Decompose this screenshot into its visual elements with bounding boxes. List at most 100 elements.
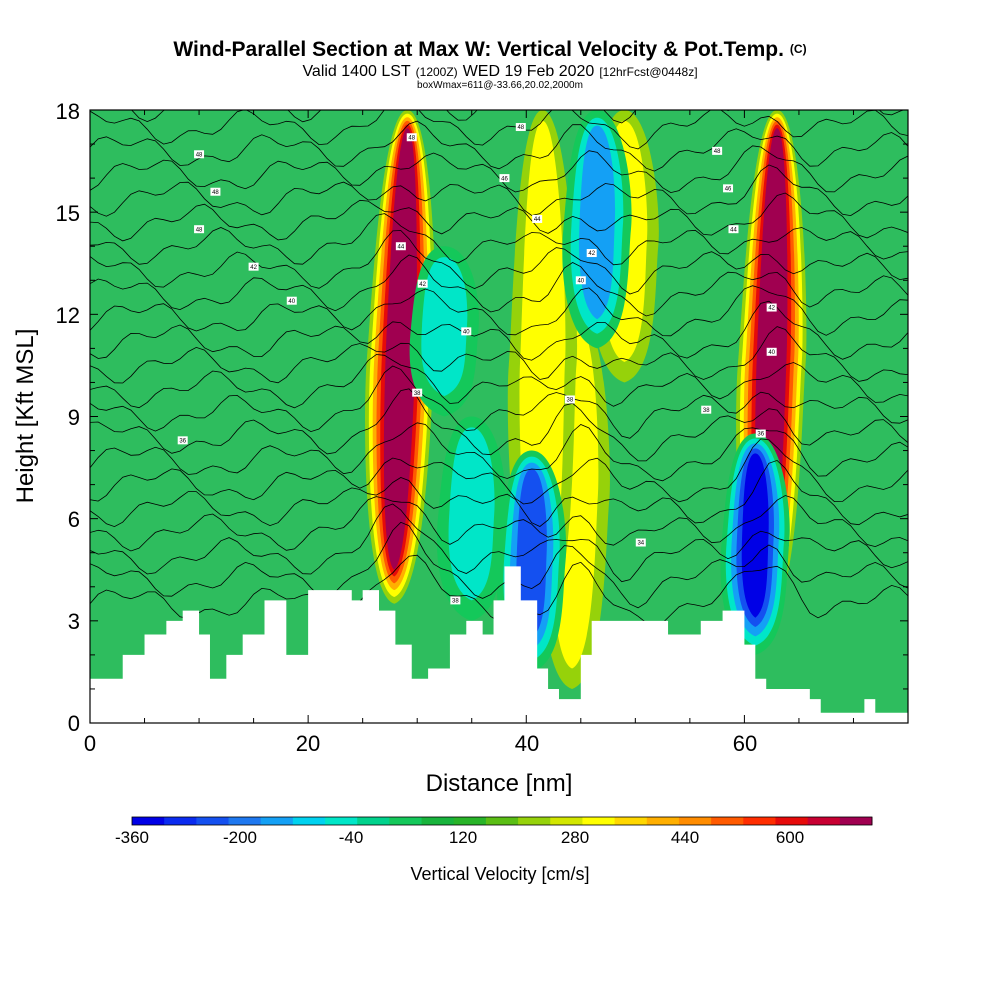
theta-contour-11	[90, 300, 908, 361]
contour-label-4: 40	[286, 296, 297, 305]
box-info: boxWmax=611@-33.66,20.02,2000m	[417, 80, 583, 91]
theta-contour-16	[90, 192, 908, 242]
contour-label-20: 46	[723, 184, 734, 193]
contour-label-bg	[194, 150, 205, 159]
colorbar-swatch-17	[678, 817, 712, 825]
theta-contour-1	[90, 521, 908, 609]
contour-label-bg	[635, 538, 646, 547]
contour-label-9: 40	[461, 327, 472, 336]
theta-contour-12	[90, 285, 908, 337]
contour-label-19: 48	[712, 146, 723, 155]
x-tick-40: 40	[515, 731, 539, 756]
theta-contour-5	[90, 438, 908, 505]
colorbar-swatch-14	[582, 817, 616, 825]
colorbar-swatch-6	[325, 817, 358, 825]
contour-label-text: 40	[577, 278, 584, 284]
contour-label-21: 44	[728, 225, 739, 233]
contour-label-text: 38	[567, 398, 574, 404]
contour-label-bg	[461, 327, 472, 336]
contour-label-text: 38	[703, 408, 710, 414]
colorbar-swatch-9	[421, 817, 455, 825]
y-tick-6: 6	[68, 507, 80, 532]
theta-contour-18	[90, 145, 908, 194]
y-tick-0: 0	[68, 711, 80, 736]
theta-contour-7	[90, 388, 908, 462]
contour-label-text: 44	[730, 227, 737, 233]
x-tick-60: 60	[733, 731, 757, 756]
contour-label-23: 40	[766, 347, 777, 356]
subtitle-forecast: [12hrFcst@0448z]	[599, 65, 697, 79]
colorbar-swatch-12	[518, 817, 551, 825]
contour-label-text: 48	[212, 190, 219, 196]
contour-label-11: 38	[450, 596, 461, 605]
contour-labels: 48 48 48 42 40 36 48 44 42 40 38 38 48 46 44 42 40 38 34 48…	[177, 123, 777, 605]
contour-label-text: 48	[714, 149, 721, 155]
contour-label-7: 44	[395, 242, 406, 250]
colorbar-swatch-4	[260, 817, 294, 825]
contour-label-text: 46	[725, 187, 732, 193]
theta-contour-4	[90, 459, 908, 528]
subtitle-prefix: Valid 1400 LST	[302, 63, 410, 80]
contour-label-bg	[701, 405, 712, 414]
terrain-mask	[90, 566, 908, 723]
contour-label-text: 42	[250, 265, 257, 271]
theta-contour-2	[90, 503, 908, 583]
colorbar-swatch-2	[196, 817, 230, 825]
x-tick-0: 0	[84, 731, 96, 756]
theta-contour-19	[90, 120, 908, 172]
colorbar-frame	[131, 816, 873, 826]
theta-contour-8	[90, 365, 908, 439]
contour-label-17: 38	[564, 395, 575, 404]
contour-label-8: 42	[417, 279, 428, 288]
contour-label-text: 44	[397, 244, 404, 250]
contour-label-text: 48	[196, 152, 203, 158]
colorbar-swatch-21	[807, 817, 841, 825]
contour-label-22: 42	[766, 303, 777, 312]
contour-label-3: 42	[248, 262, 259, 271]
contour-label-14: 44	[532, 214, 543, 223]
velocity-region-7-2	[579, 125, 616, 320]
contour-label-12: 48	[515, 123, 526, 132]
velocity-region-8-1	[448, 427, 495, 601]
velocity-field	[365, 110, 807, 689]
chart-title: Wind-Parallel Section at Max W: Vertical…	[173, 38, 806, 61]
contour-label-bg	[177, 436, 188, 445]
contour-label-bg	[575, 276, 586, 285]
contour-label-text: 36	[757, 432, 764, 438]
velocity-region-6-4	[741, 453, 769, 618]
contour-label-15: 42	[586, 249, 597, 257]
colorbar-swatch-16	[646, 817, 680, 825]
contour-label-bg	[286, 296, 297, 305]
contour-label-text: 42	[768, 306, 775, 312]
y-tick-3: 3	[68, 609, 80, 634]
contour-label-bg	[412, 388, 423, 397]
cb-label-440: 440	[671, 828, 699, 847]
contour-label-text: 48	[517, 125, 524, 131]
contour-label-bg	[515, 123, 526, 132]
colorbar-swatch-10	[453, 817, 487, 825]
contour-label-text: 40	[463, 330, 470, 336]
theta-contour-17	[90, 164, 908, 217]
plot-area: 48 48 48 42 40 36 48 44 42 40 38 38 48 46 44 42 40 38 34 48…	[90, 110, 908, 723]
contour-label-text: 40	[768, 350, 775, 356]
cb-label-n40: -40	[339, 828, 364, 847]
colorbar-title: Vertical Velocity [cm/s]	[410, 864, 589, 884]
theta-contour-13	[90, 254, 908, 317]
x-axis-title: Distance [nm]	[426, 770, 573, 797]
potential-temperature-contours	[90, 110, 908, 627]
chart-subtitle: Valid 1400 LST (1200Z) WED 19 Feb 2020 [12h…	[302, 63, 697, 80]
contour-label-text: 42	[588, 251, 595, 257]
chart-title-text: Wind-Parallel Section at Max W: Vertical…	[173, 38, 784, 61]
colorbar-swatch-22	[839, 817, 873, 825]
contour-label-bg	[450, 596, 461, 605]
y-axis-title: Height [Kft MSL]	[12, 329, 39, 504]
theta-contour-9	[90, 354, 908, 409]
colorbar-swatch-11	[485, 817, 519, 825]
contour-label-bg	[564, 395, 575, 404]
contour-label-text: 40	[288, 299, 295, 305]
contour-label-25: 36	[755, 429, 766, 438]
colorbar-swatch-5	[292, 817, 326, 825]
contour-label-text: 34	[637, 541, 644, 547]
contour-label-bg	[194, 225, 205, 234]
